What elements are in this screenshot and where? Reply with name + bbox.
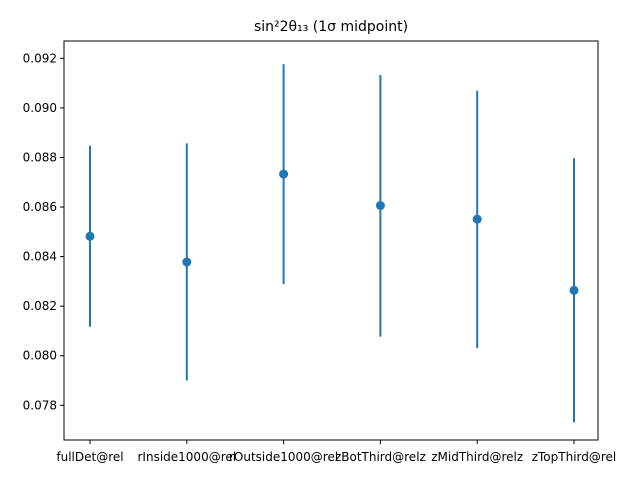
y-tick-label: 0.088 — [23, 150, 57, 164]
data-point — [279, 169, 289, 179]
axes-frame — [63, 40, 599, 441]
x-tick-label: rOutside1000@rel — [229, 450, 338, 464]
x-tick-label: zMidThird@relz — [431, 450, 523, 464]
y-tick-label: 0.090 — [23, 101, 57, 115]
y-tick-label: 0.082 — [23, 299, 57, 313]
y-tick-label: 0.086 — [23, 200, 57, 214]
y-tick-label: 0.092 — [23, 51, 57, 65]
x-tick-label: fullDet@rel — [56, 450, 123, 464]
y-tick-label: 0.084 — [23, 250, 57, 264]
data-point — [472, 214, 482, 224]
data-point — [85, 231, 95, 241]
data-point — [375, 201, 385, 211]
y-tick-label: 0.080 — [23, 349, 57, 363]
x-tick-label: zBotThird@relz — [335, 450, 426, 464]
plot-area: 0.078 0.080 0.082 0.084 0.086 0.088 0.090 0.092… — [23, 40, 617, 464]
y-tick-label: 0.078 — [23, 398, 57, 412]
chart-title: sin²2θ₁₃ (1σ midpoint) — [254, 19, 408, 35]
x-tick-label: rInside1000@rel — [138, 450, 237, 464]
data-point — [569, 285, 579, 295]
x-tick-label: zTopThird@rel — [532, 450, 617, 464]
data-point — [182, 257, 192, 267]
